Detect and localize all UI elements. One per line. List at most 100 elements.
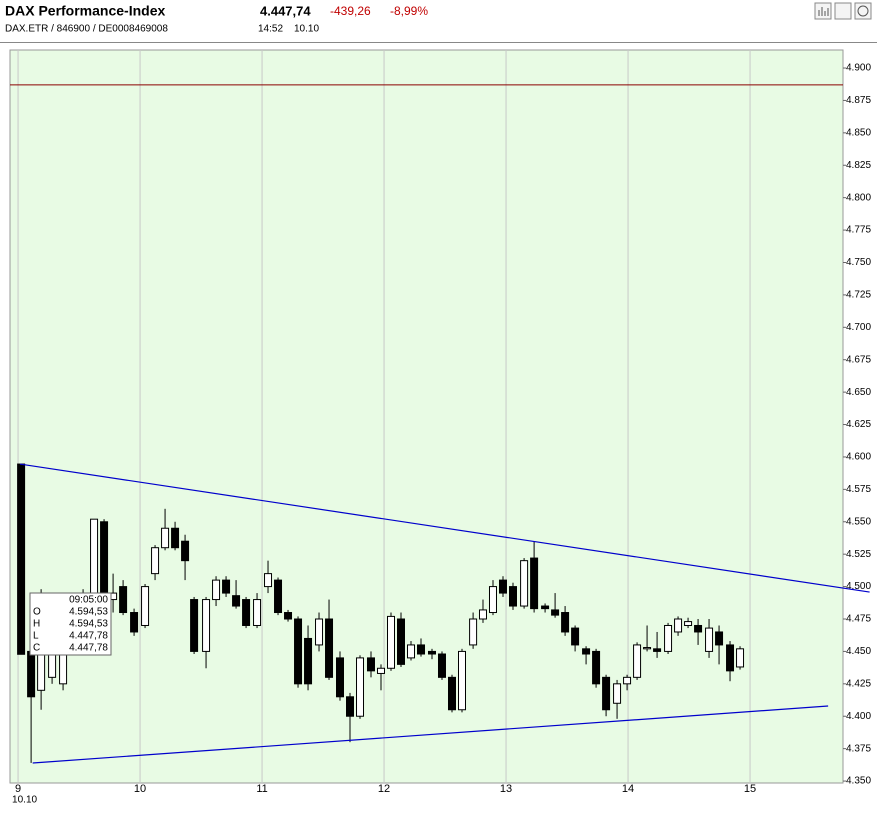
- candle-body: [498, 579, 507, 594]
- y-tick-label: 4.575: [846, 484, 871, 495]
- tooltip-box: [29, 592, 112, 656]
- candle-body: [202, 599, 211, 652]
- settings-icon[interactable]: [834, 2, 852, 20]
- candle-body: [100, 521, 109, 601]
- y-tick-label: 4.675: [846, 354, 871, 365]
- candle-body: [274, 579, 283, 614]
- candle-body: [27, 650, 36, 698]
- candle-body: [705, 627, 714, 652]
- y-tick-label: 4.475: [846, 614, 871, 625]
- candle-body: [336, 657, 345, 698]
- candle-body: [17, 463, 26, 655]
- tooltip: 09:05:00 O 4.594,53 H 4.594,53 L 4.447,78 C 4.44…: [29, 592, 112, 656]
- candle-body: [407, 644, 416, 659]
- candle-body: [151, 547, 160, 575]
- candle-body: [356, 657, 365, 717]
- candle-body: [242, 599, 251, 626]
- candle-body: [181, 540, 190, 562]
- y-tick-label: 4.375: [846, 743, 871, 754]
- candle-body: [130, 612, 139, 633]
- time: 14:52: [258, 24, 283, 35]
- chart-glyph: [818, 7, 829, 16]
- candle-body: [541, 605, 550, 610]
- date: 10.10: [294, 24, 319, 35]
- tooltip-key: L: [33, 631, 39, 642]
- candle-body: [715, 631, 724, 646]
- tooltip-key: O: [33, 607, 41, 618]
- y-tick-label: 4.350: [846, 776, 871, 787]
- candle-body: [520, 560, 529, 607]
- y-tick-label: 4.825: [846, 160, 871, 171]
- candle-body: [469, 618, 478, 646]
- y-tick-label: 4.800: [846, 192, 871, 203]
- candle-body: [294, 618, 303, 685]
- candle-body: [232, 595, 241, 607]
- y-tick-label: 4.500: [846, 581, 871, 592]
- candle-body: [623, 676, 632, 685]
- candle-body: [736, 648, 745, 668]
- candle-body: [561, 612, 570, 633]
- y-tick-label: 4.550: [846, 516, 871, 527]
- candle-body: [284, 612, 293, 620]
- candle-body: [376, 667, 385, 674]
- subtitle: DAX.ETR / 846900 / DE0008469008: [5, 24, 168, 35]
- x-tick-label: 14: [622, 783, 634, 795]
- candle-body: [551, 609, 560, 616]
- plot-area: [9, 49, 844, 784]
- y-tick-label: 4.700: [846, 322, 871, 333]
- candle-body: [447, 676, 456, 711]
- y-tick-label: 4.850: [846, 127, 871, 138]
- chart-icon[interactable]: [814, 2, 832, 20]
- x-tick-label: 15: [744, 783, 756, 795]
- tooltip-value: 4.447,78: [69, 631, 108, 642]
- candle-body: [571, 627, 580, 646]
- candle-body: [653, 648, 662, 652]
- trend-line: [19, 463, 870, 593]
- y-tick-label: 4.725: [846, 290, 871, 301]
- tooltip-value: 4.594,53: [69, 607, 108, 618]
- candle-body: [458, 650, 467, 711]
- candle-body: [582, 648, 591, 655]
- candle-body: [664, 624, 673, 652]
- candle-body: [190, 599, 199, 652]
- change-pct: -8,99%: [390, 4, 428, 18]
- candle-body: [119, 586, 128, 614]
- candle-body: [366, 657, 375, 672]
- y-tick-label: 4.625: [846, 419, 871, 430]
- candle-body: [141, 586, 150, 626]
- x-tick-label: 11: [256, 783, 267, 795]
- x-tick-label: 12: [378, 783, 390, 795]
- candle-body: [694, 624, 703, 633]
- candle-body: [488, 586, 497, 614]
- y-tick-label: 4.650: [846, 387, 871, 398]
- x-tick-label: 13: [500, 783, 512, 795]
- y-tick-label: 4.450: [846, 646, 871, 657]
- toolbar: [814, 2, 872, 20]
- candle-body: [346, 696, 355, 717]
- tooltip-value: 4.447,78: [69, 643, 108, 654]
- candle-body: [427, 650, 436, 655]
- candle-body: [171, 527, 180, 549]
- candle-body: [478, 609, 487, 620]
- candle-body: [726, 644, 735, 672]
- candle-body: [674, 618, 683, 633]
- title: DAX Performance-Index: [5, 3, 165, 19]
- candle-body: [684, 621, 693, 626]
- candle-body: [397, 618, 406, 665]
- candle-body: [508, 586, 517, 607]
- plot-layer: 9 10 11 12 13 14 15 10.10 4.350 4.375 4.400 4.425 4.…: [10, 50, 871, 806]
- y-tick-label: 4.600: [846, 452, 871, 463]
- candle-body: [253, 599, 262, 626]
- refresh-icon[interactable]: [854, 2, 872, 20]
- tooltip-time: 09:05:00: [69, 595, 108, 606]
- y-tick-label: 4.525: [846, 549, 871, 560]
- candle-body: [417, 644, 426, 655]
- candle-body: [304, 637, 313, 685]
- header-bg: [0, 0, 877, 42]
- refresh-glyph: [857, 5, 869, 17]
- last-price: 4.447,74: [260, 3, 311, 18]
- tooltip-value: 4.594,53: [69, 619, 108, 630]
- x-tick-label: 10: [134, 783, 146, 795]
- tooltip-key: H: [33, 619, 40, 630]
